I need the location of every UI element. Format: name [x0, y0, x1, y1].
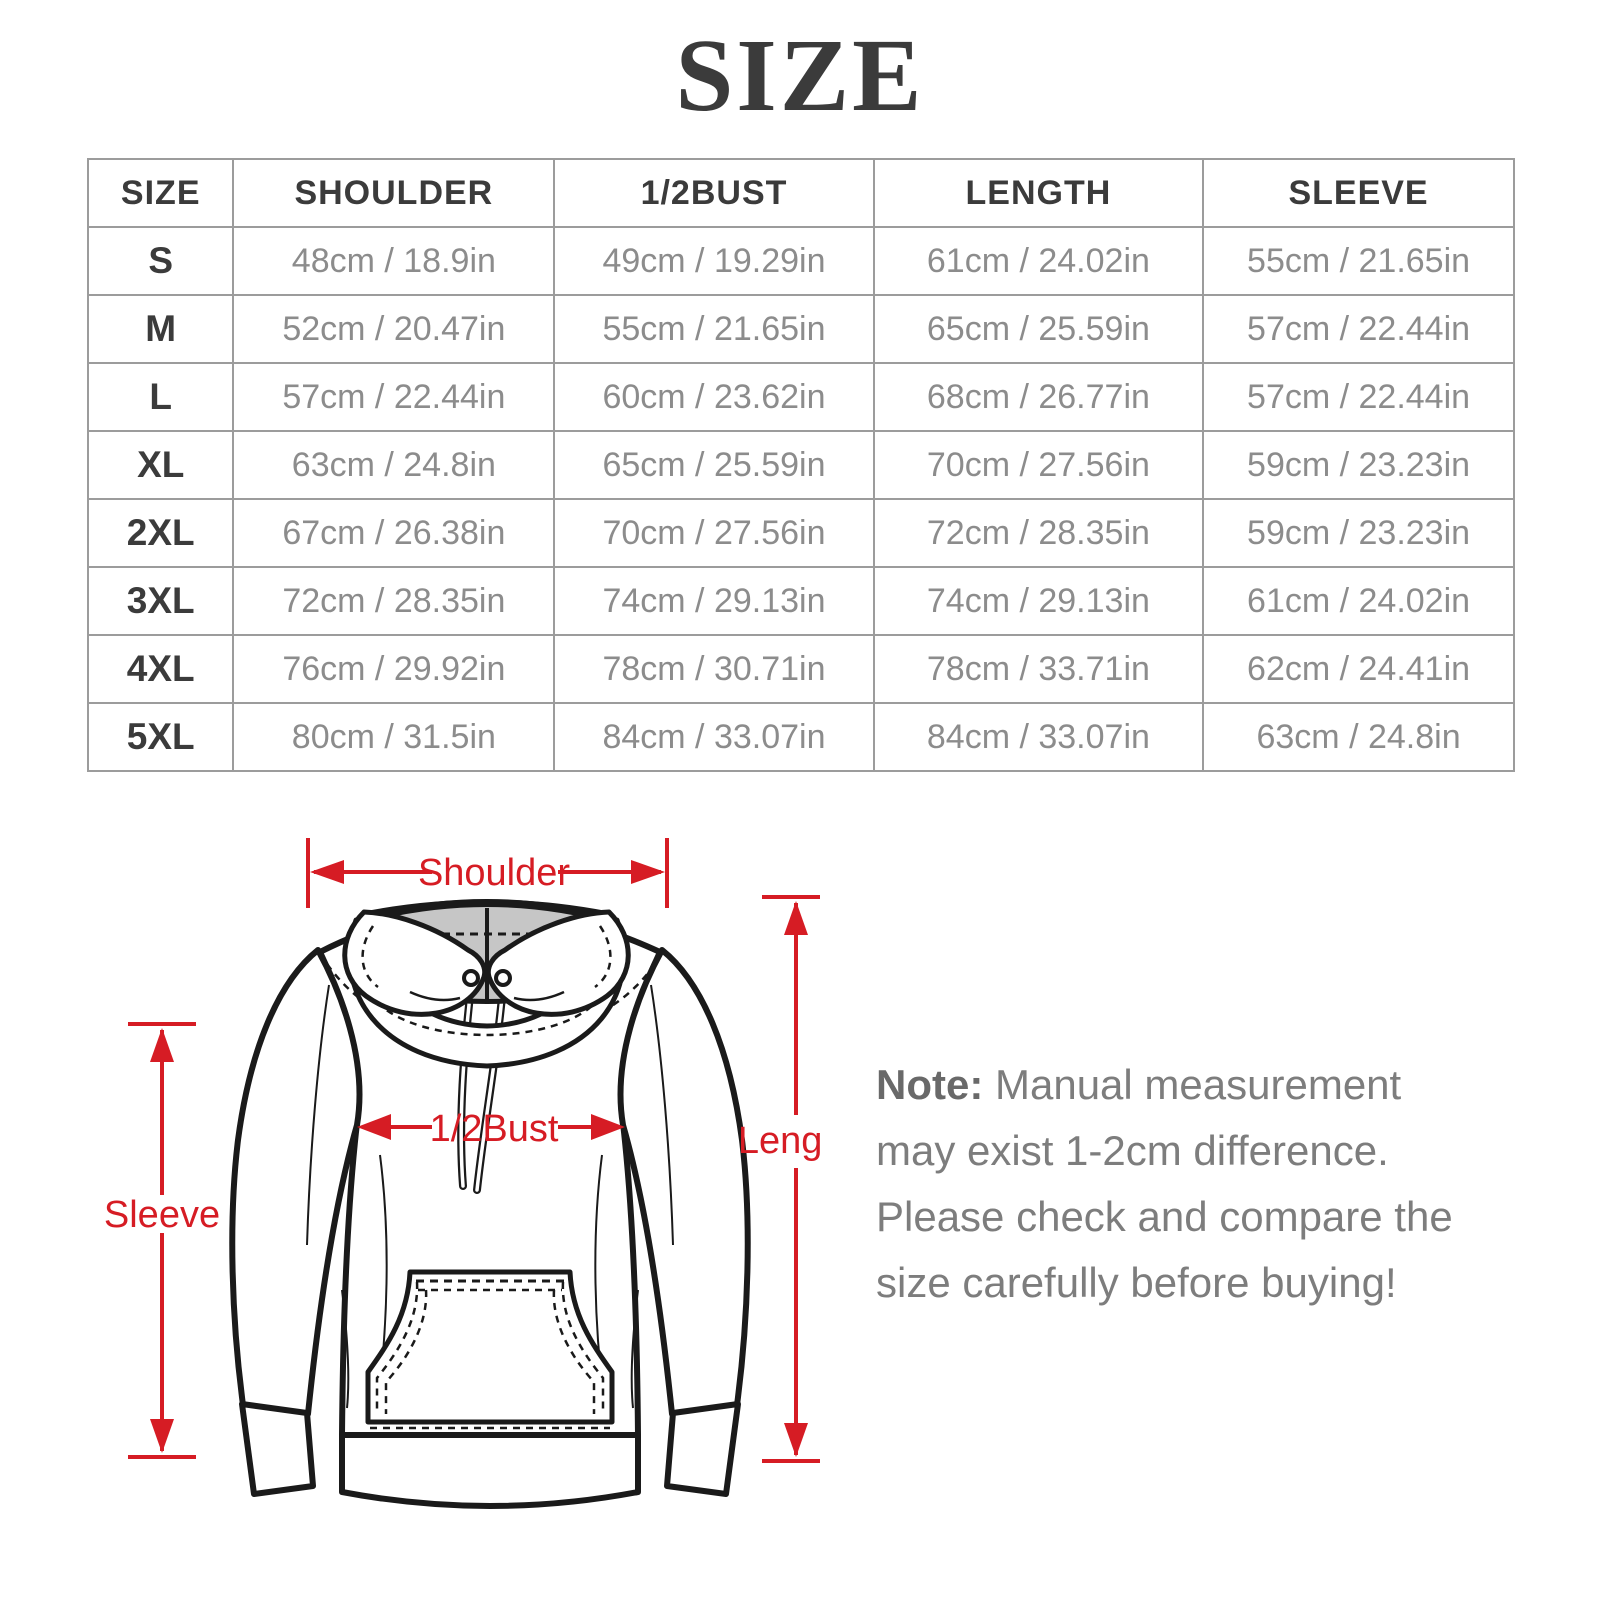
value-cell: 68cm / 26.77in — [872, 362, 1205, 432]
shoulder-label: Shoulder — [418, 852, 570, 894]
table-row-s: S 48cm / 18.9in 49cm / 19.29in 61cm / 24… — [86, 226, 1515, 296]
note-text: Note: Manual measurement may exist 1-2cm… — [876, 1052, 1491, 1316]
value-cell: 55cm / 21.65in — [1202, 226, 1515, 296]
sleeve-arrow: Sleeve — [104, 1022, 220, 1459]
value-cell: 63cm / 24.8in — [1202, 702, 1515, 772]
eyelet-icon — [494, 969, 512, 987]
header-cell-length: LENGTH — [872, 158, 1205, 228]
value-cell: 59cm / 23.23in — [1202, 430, 1515, 500]
size-cell: L — [86, 362, 235, 432]
value-cell: 60cm / 23.62in — [553, 362, 875, 432]
table-row-2xl: 2XL 67cm / 26.38in 70cm / 27.56in 72cm /… — [86, 498, 1515, 568]
value-cell: 59cm / 23.23in — [1202, 498, 1515, 568]
table-row-5xl: 5XL 80cm / 31.5in 84cm / 33.07in 84cm / … — [86, 702, 1515, 772]
value-cell: 61cm / 24.02in — [1202, 566, 1515, 636]
value-cell: 63cm / 24.8in — [232, 430, 556, 500]
hoodie-drawing — [229, 899, 751, 1509]
value-cell: 84cm / 33.07in — [872, 702, 1205, 772]
value-cell: 67cm / 26.38in — [232, 498, 556, 568]
value-cell: 74cm / 29.13in — [553, 566, 875, 636]
size-cell: 2XL — [86, 498, 235, 568]
header-cell-sleeve: SLEEVE — [1202, 158, 1515, 228]
header-cell-size: SIZE — [86, 158, 235, 228]
table-row-3xl: 3XL 72cm / 28.35in 74cm / 29.13in 74cm /… — [86, 566, 1515, 636]
shoulder-arrow: Shoulder — [306, 838, 669, 908]
value-cell: 52cm / 20.47in — [232, 294, 556, 364]
value-cell: 55cm / 21.65in — [553, 294, 875, 364]
length-arrow: Length — [738, 895, 820, 1463]
value-cell: 65cm / 25.59in — [872, 294, 1205, 364]
size-cell: XL — [86, 430, 235, 500]
value-cell: 72cm / 28.35in — [232, 566, 556, 636]
table-row-xl: XL 63cm / 24.8in 65cm / 25.59in 70cm / 2… — [86, 430, 1515, 500]
page-title: SIZE — [675, 18, 925, 133]
size-cell: S — [86, 226, 235, 296]
note-body: Manual measurement may exist 1-2cm diffe… — [876, 1061, 1453, 1306]
value-cell: 74cm / 29.13in — [872, 566, 1205, 636]
table-row-4xl: 4XL 76cm / 29.92in 78cm / 30.71in 78cm /… — [86, 634, 1515, 704]
table-row-m: M 52cm / 20.47in 55cm / 21.65in 65cm / 2… — [86, 294, 1515, 364]
value-cell: 72cm / 28.35in — [872, 498, 1205, 568]
table-row-l: L 57cm / 22.44in 60cm / 23.62in 68cm / 2… — [86, 362, 1515, 432]
value-cell: 80cm / 31.5in — [232, 702, 556, 772]
header-cell-bust: 1/2BUST — [553, 158, 875, 228]
size-table: SIZE SHOULDER 1/2BUST LENGTH SLEEVE S 48… — [86, 158, 1515, 772]
value-cell: 70cm / 27.56in — [872, 430, 1205, 500]
note-label: Note: — [876, 1061, 984, 1108]
value-cell: 76cm / 29.92in — [232, 634, 556, 704]
size-cell: 3XL — [86, 566, 235, 636]
eyelet-icon — [462, 969, 480, 987]
size-cell: 5XL — [86, 702, 235, 772]
value-cell: 78cm / 30.71in — [553, 634, 875, 704]
bust-label: 1/2Bust — [430, 1108, 559, 1150]
header-cell-shoulder: SHOULDER — [232, 158, 556, 228]
length-label: Length — [738, 1120, 820, 1162]
value-cell: 62cm / 24.41in — [1202, 634, 1515, 704]
table-header-row: SIZE SHOULDER 1/2BUST LENGTH SLEEVE — [86, 158, 1515, 228]
sleeve-label: Sleeve — [104, 1194, 220, 1236]
value-cell: 65cm / 25.59in — [553, 430, 875, 500]
value-cell: 70cm / 27.56in — [553, 498, 875, 568]
value-cell: 61cm / 24.02in — [872, 226, 1205, 296]
value-cell: 57cm / 22.44in — [1202, 294, 1515, 364]
value-cell: 57cm / 22.44in — [232, 362, 556, 432]
value-cell: 78cm / 33.71in — [872, 634, 1205, 704]
value-cell: 48cm / 18.9in — [232, 226, 556, 296]
size-cell: M — [86, 294, 235, 364]
value-cell: 84cm / 33.07in — [553, 702, 875, 772]
size-cell: 4XL — [86, 634, 235, 704]
value-cell: 49cm / 19.29in — [553, 226, 875, 296]
bust-arrow: 1/2Bust — [357, 1108, 625, 1150]
value-cell: 57cm / 22.44in — [1202, 362, 1515, 432]
hoodie-measurement-diagram: Shoulder 1/2Bust Sleeve Length — [104, 838, 820, 1509]
